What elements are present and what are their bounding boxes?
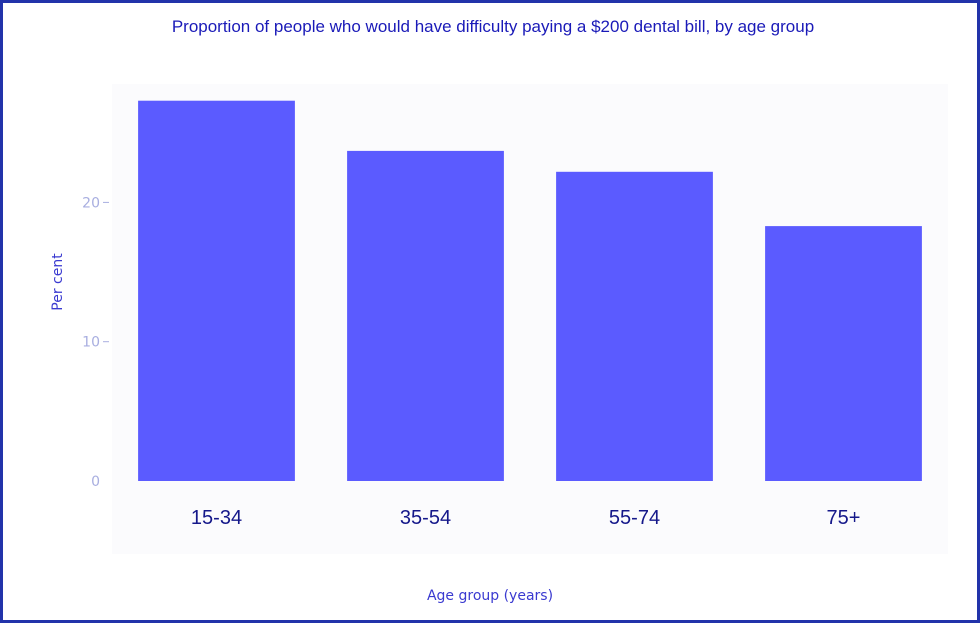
y-tick-label: 20: [82, 195, 100, 211]
x-axis-title: Age group (years): [427, 588, 553, 604]
x-tick-label: 35-54: [400, 507, 451, 529]
x-axis-labels: 15-34 35-54 55-74 75+: [191, 507, 861, 529]
bar-15-34: [138, 100, 295, 481]
bar-55-74: [556, 171, 713, 482]
x-tick-label: 15-34: [191, 507, 242, 529]
y-axis-title: Per cent: [50, 253, 66, 311]
y-tick-label: 0: [91, 474, 100, 490]
bars-group: [138, 100, 922, 482]
x-tick-label: 55-74: [609, 507, 660, 529]
bar-35-54: [347, 150, 504, 481]
y-axis-ticks: 0 10 20: [82, 195, 109, 490]
chart-title: Proportion of people who would have diff…: [171, 17, 815, 36]
x-tick-label: 75+: [827, 507, 861, 529]
y-tick-label: 10: [82, 335, 100, 351]
bar-75+: [765, 226, 922, 481]
